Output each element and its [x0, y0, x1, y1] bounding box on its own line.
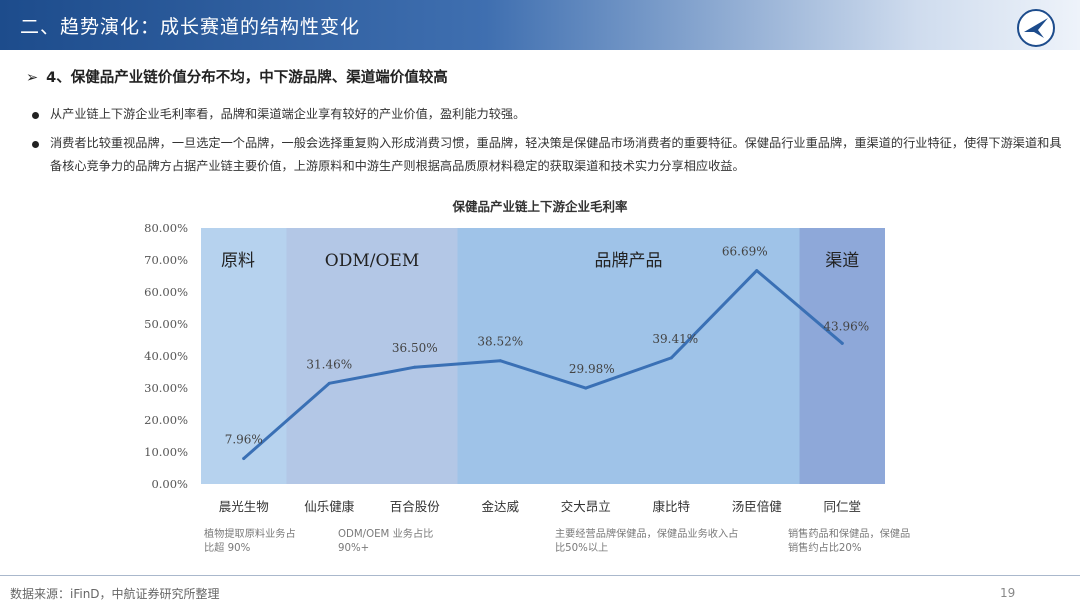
x-tick-label: 康比特: [652, 499, 690, 514]
data-point: [413, 365, 417, 369]
data-point: [242, 457, 246, 461]
segment-label: 渠道: [825, 251, 859, 271]
bullet-text: 消费者比较重视品牌，一旦选定一个品牌，一般会选择重复购入形成消费习惯，重品牌，轻…: [50, 136, 1062, 173]
x-tick-label: 晨光生物: [219, 499, 269, 514]
page-number: 19: [1000, 586, 1016, 600]
header-bar: 二、趋势演化：成长赛道的结构性变化: [0, 0, 1080, 50]
y-tick-label: 70.00%: [144, 253, 188, 267]
segment-label: 品牌产品: [595, 251, 663, 271]
arrow-icon: ➢: [26, 70, 39, 86]
bullet-dot-icon: [32, 141, 39, 148]
segment-label: 原料: [221, 251, 255, 271]
data-label: 39.41%: [652, 332, 698, 346]
y-tick-label: 60.00%: [144, 285, 188, 299]
series-line: [242, 269, 844, 461]
bullet-item: 从产业链上下游企业毛利率看，品牌和渠道端企业享有较好的产业价值，盈利能力较强。: [32, 103, 1066, 126]
data-label: 36.50%: [392, 341, 438, 355]
data-label: 43.96%: [823, 319, 869, 333]
segment-note: ODM/OEM 业务占比90%+: [338, 529, 434, 554]
data-label: 7.96%: [225, 433, 263, 447]
x-tick-label: 百合股份: [390, 499, 441, 514]
chart-title: 保健品产业链上下游企业毛利率: [452, 199, 628, 214]
data-label: 31.46%: [306, 357, 352, 371]
x-tick-label: 金达威: [481, 499, 519, 514]
page-title: 二、趋势演化：成长赛道的结构性变化: [20, 16, 361, 38]
data-point: [584, 386, 588, 390]
margin-chart: 原料 ODM/OEM 品牌产品 渠道 0.00% 10.00% 20.00% 30.00% 40…: [144, 221, 885, 514]
data-source: 数据来源：iFinD，中航证券研究所整理: [10, 587, 220, 601]
y-tick-label: 50.00%: [144, 317, 188, 331]
x-tick-label: 仙乐健康: [304, 499, 355, 514]
segment-band: [457, 228, 800, 484]
y-tick-label: 80.00%: [144, 221, 188, 235]
segment-note: 销售药品和保健品，保健品销售约占比20%: [788, 529, 911, 554]
data-label: 29.98%: [569, 362, 615, 376]
segment-band: [799, 228, 885, 484]
x-tick-label: 同仁堂: [823, 499, 861, 514]
bullet-item: 消费者比较重视品牌，一旦选定一个品牌，一般会选择重复购入形成消费习惯，重品牌，轻…: [32, 132, 1066, 178]
segment-label: ODM/OEM: [325, 251, 419, 271]
y-tick-label: 20.00%: [144, 413, 188, 427]
data-point: [327, 381, 331, 385]
data-point: [669, 356, 673, 360]
bullet-text: 从产业链上下游企业毛利率看，品牌和渠道端企业享有较好的产业价值，盈利能力较强。: [50, 107, 526, 121]
x-tick-label: 汤臣倍健: [732, 499, 783, 514]
section-heading: ➢ 4、保健品产业链价值分布不均，中下游品牌、渠道端价值较高: [26, 66, 448, 87]
y-tick-label: 30.00%: [144, 381, 188, 395]
data-label: 66.69%: [722, 245, 768, 259]
segment-note: 植物提取原料业务占比超 90%: [204, 529, 296, 554]
y-tick-label: 0.00%: [151, 477, 188, 491]
data-point: [755, 269, 759, 273]
segment-band: [201, 228, 287, 484]
company-logo-icon: [1017, 9, 1055, 47]
data-point: [498, 359, 502, 363]
data-point: [840, 341, 844, 345]
y-tick-label: 10.00%: [144, 445, 188, 459]
footer-divider: [0, 575, 1080, 576]
bullet-dot-icon: [32, 112, 39, 119]
y-tick-label: 40.00%: [144, 349, 188, 363]
segment-band: [286, 228, 458, 484]
data-label: 38.52%: [477, 335, 523, 349]
x-tick-label: 交大昂立: [561, 499, 611, 514]
section-title: 4、保健品产业链价值分布不均，中下游品牌、渠道端价值较高: [46, 70, 448, 86]
segment-note: 主要经营品牌保健品，保健品业务收入占比50%以上: [555, 529, 739, 554]
